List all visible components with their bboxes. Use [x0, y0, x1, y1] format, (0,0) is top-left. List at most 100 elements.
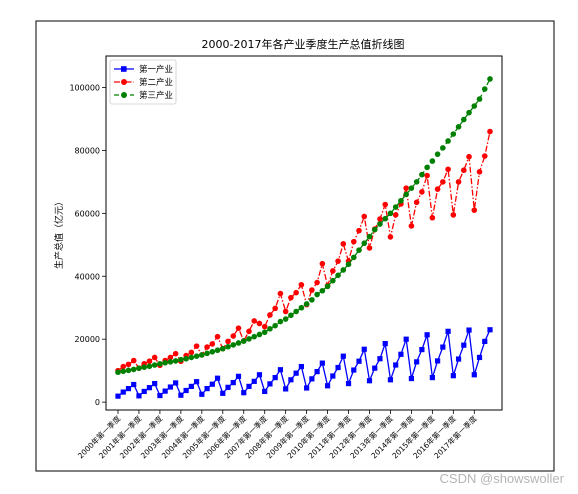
data-point [366, 233, 373, 240]
data-point [324, 283, 331, 290]
data-point [225, 384, 231, 390]
data-point [398, 351, 404, 357]
data-point [136, 393, 142, 399]
data-point [251, 318, 258, 324]
data-point [141, 388, 147, 395]
data-point [136, 365, 142, 371]
data-point [115, 393, 121, 399]
data-point [152, 380, 158, 387]
data-point [125, 386, 132, 392]
data-point [298, 363, 304, 370]
data-point [240, 338, 247, 344]
data-point [398, 197, 404, 204]
data-point [440, 344, 446, 350]
data-point [314, 291, 320, 298]
data-point [130, 357, 137, 364]
data-point [172, 350, 179, 357]
data-point [361, 346, 367, 352]
data-point [419, 171, 425, 178]
data-point [471, 103, 478, 109]
data-point [120, 389, 126, 395]
data-point [340, 241, 347, 247]
data-point [435, 358, 441, 364]
data-point [209, 341, 216, 347]
y-tick-label: 40000 [75, 272, 100, 281]
data-point [193, 379, 200, 385]
data-point [199, 352, 205, 358]
data-point [403, 336, 409, 342]
data-point [225, 338, 231, 345]
data-point [309, 376, 315, 382]
data-point [350, 254, 357, 261]
data-point [482, 338, 488, 345]
data-point [434, 151, 441, 157]
data-point [330, 277, 336, 284]
data-point [350, 238, 357, 245]
data-point [440, 145, 446, 151]
data-point [204, 344, 210, 350]
data-point [335, 364, 341, 371]
data-point [403, 185, 409, 191]
data-point [382, 341, 388, 347]
data-point [387, 210, 394, 217]
data-point [403, 191, 409, 198]
data-point [387, 377, 394, 383]
legend-marker [121, 79, 127, 85]
data-point [387, 234, 394, 240]
data-point [146, 363, 153, 370]
data-point [235, 325, 242, 331]
data-point [356, 247, 362, 253]
data-point [298, 281, 305, 288]
data-point [424, 332, 430, 338]
data-point [261, 323, 268, 330]
data-point [392, 204, 399, 210]
data-point [371, 226, 378, 233]
data-point [151, 362, 158, 368]
data-point [424, 172, 430, 179]
data-point [235, 373, 242, 379]
data-point [267, 312, 273, 318]
data-point [146, 358, 153, 365]
data-point [366, 245, 373, 251]
data-point [188, 354, 195, 361]
data-point [413, 199, 420, 206]
data-point [408, 375, 415, 382]
data-point [162, 360, 168, 366]
series-3 [115, 76, 493, 376]
data-point [178, 356, 184, 363]
data-point [251, 378, 257, 384]
data-point [235, 340, 242, 346]
data-point [366, 378, 373, 384]
data-point [429, 158, 436, 164]
data-point [330, 268, 336, 274]
data-point [162, 388, 168, 394]
data-point [225, 343, 231, 350]
y-axis-label: 生产总值（亿元） [53, 197, 65, 269]
data-point [261, 329, 268, 336]
data-point [193, 353, 200, 359]
legend-marker [121, 92, 127, 98]
series-1 [115, 327, 493, 399]
data-point [256, 320, 263, 327]
data-point [272, 305, 278, 312]
data-point [429, 214, 436, 221]
data-point [372, 365, 378, 371]
data-point [466, 109, 472, 116]
data-point [445, 138, 451, 144]
data-point [125, 367, 132, 374]
data-point [115, 369, 121, 376]
data-point [455, 179, 462, 185]
data-point [209, 381, 215, 387]
data-point [230, 380, 236, 386]
data-point [120, 368, 127, 375]
data-point [214, 375, 221, 381]
data-point [204, 386, 210, 392]
data-point [214, 347, 221, 354]
data-point [345, 380, 352, 387]
data-point [471, 207, 478, 213]
data-point [450, 212, 457, 218]
data-point [256, 331, 263, 338]
data-point [298, 304, 305, 311]
data-point [157, 392, 163, 399]
